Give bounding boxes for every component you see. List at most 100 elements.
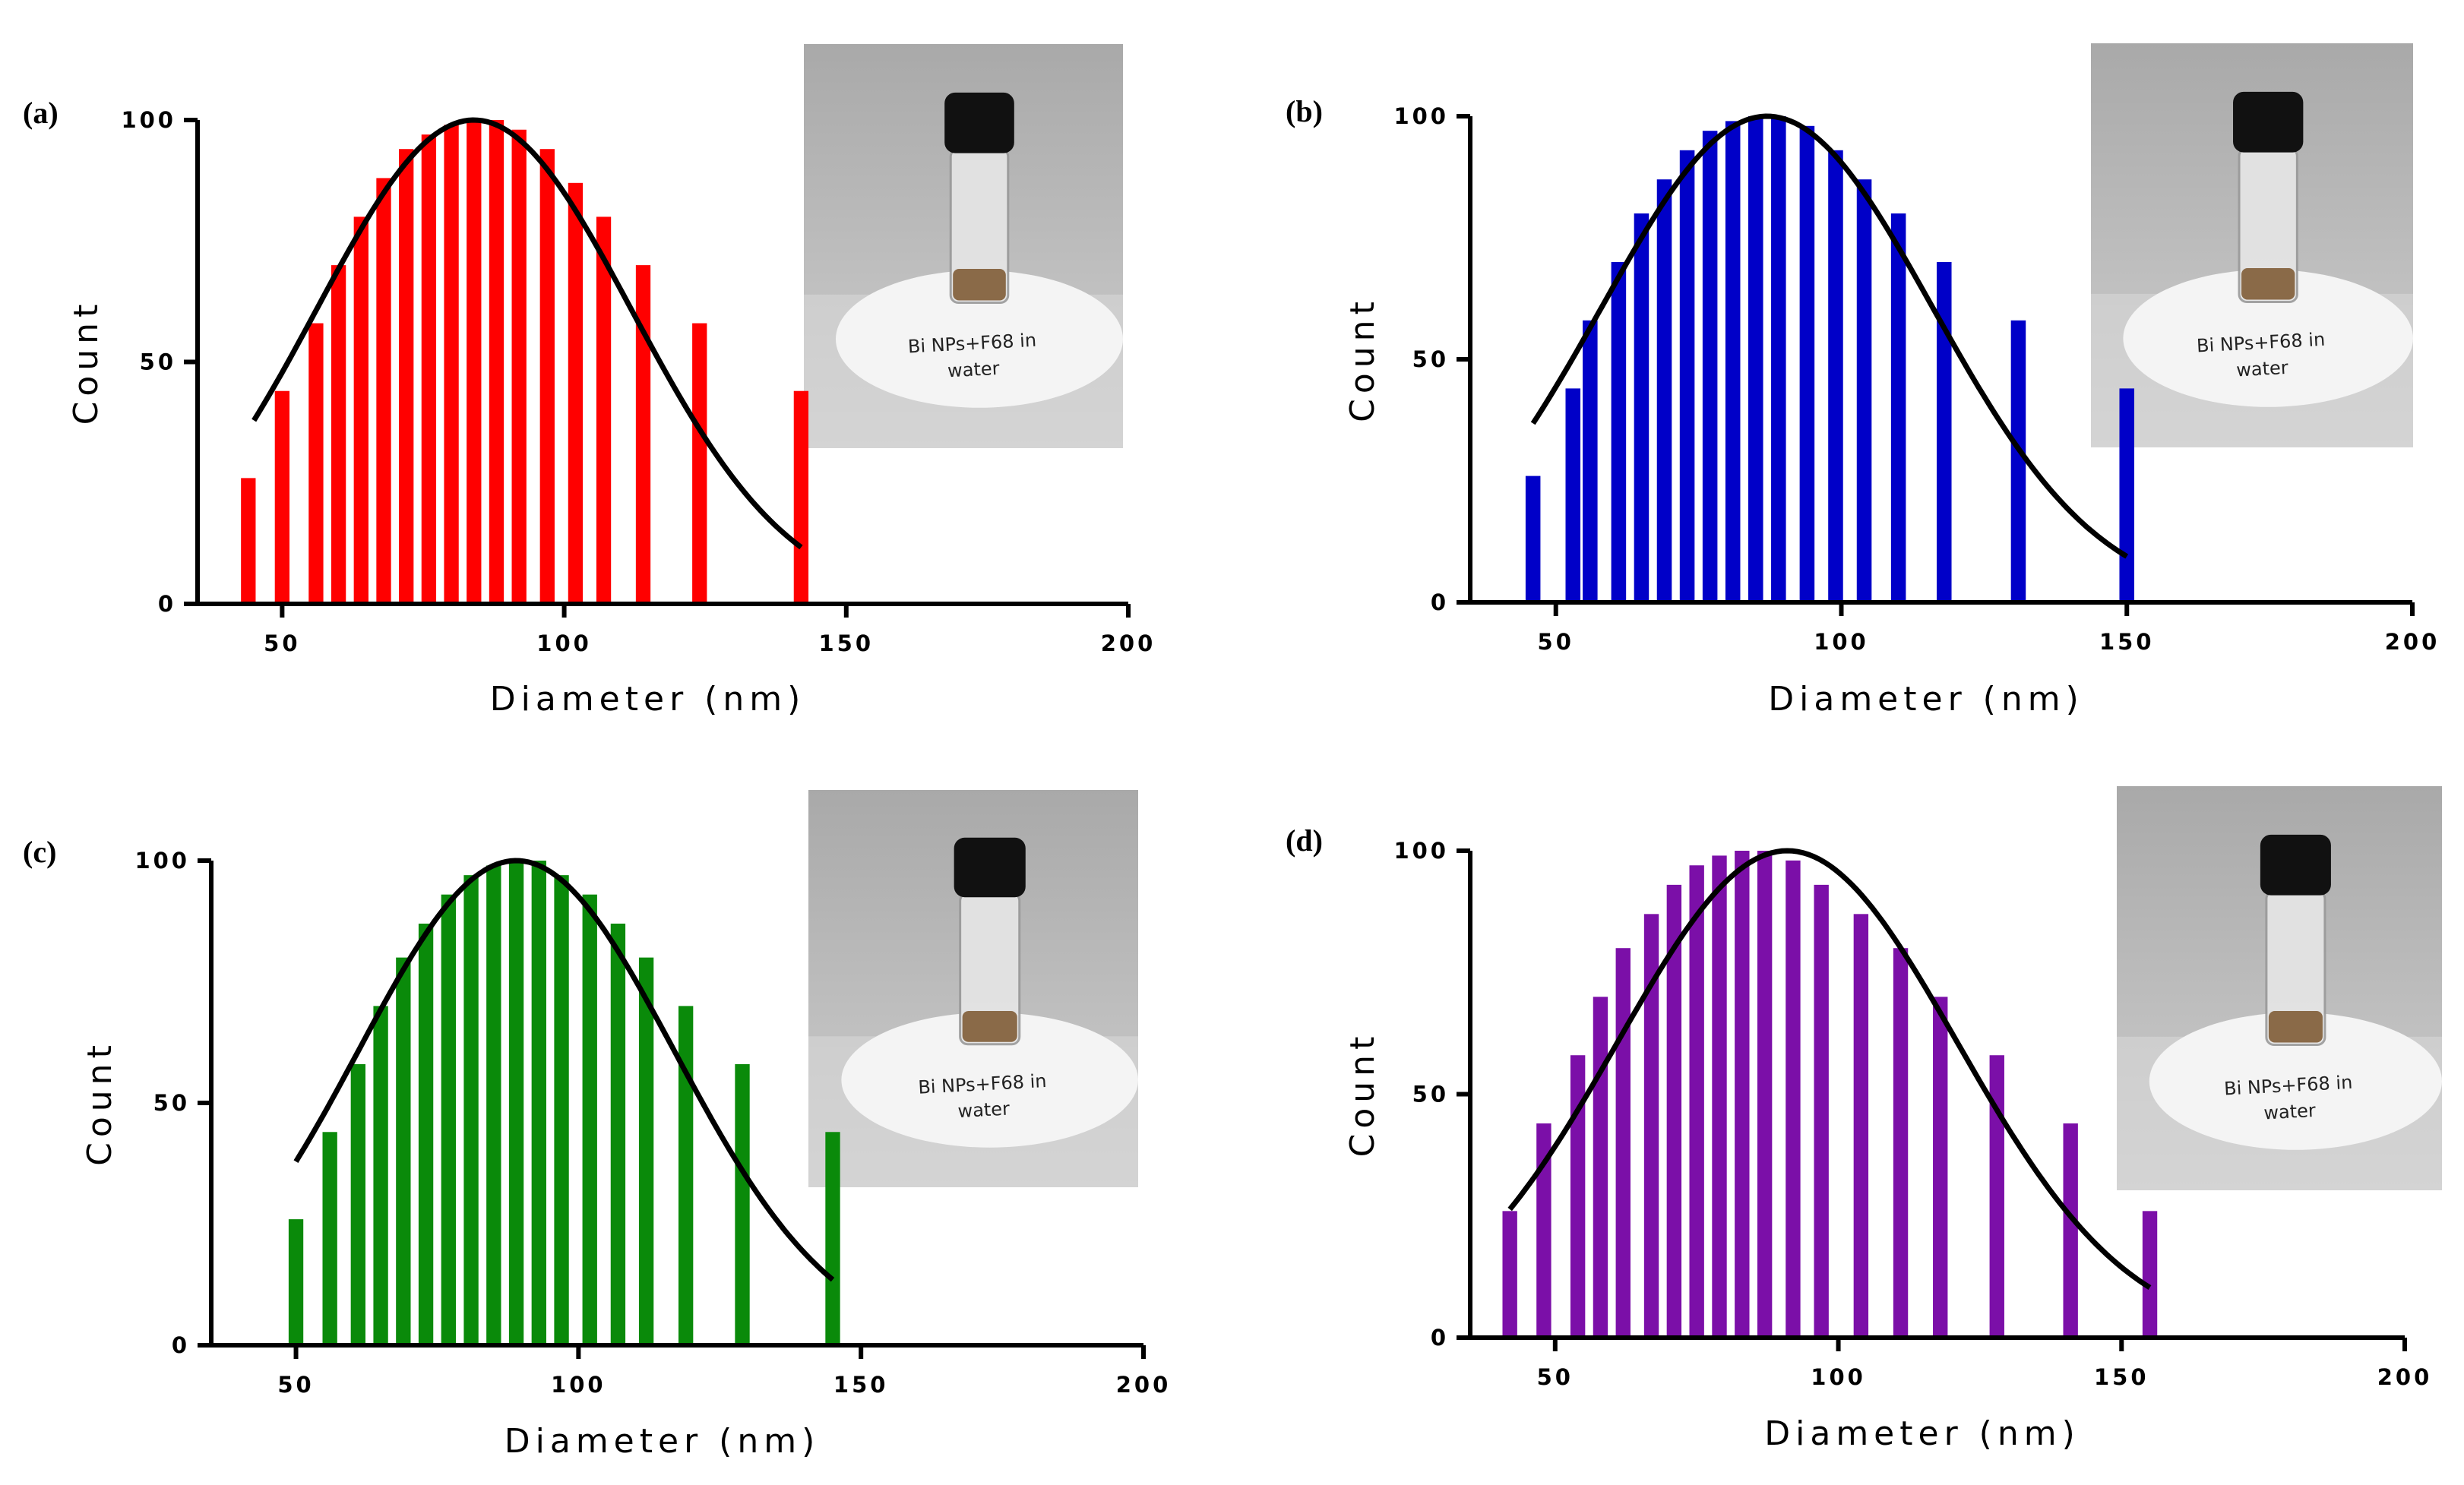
bar (1936, 262, 1952, 602)
vial-cap (2260, 834, 2331, 896)
x-axis-title: Diameter (nm) (505, 1422, 820, 1461)
bar (441, 894, 456, 1345)
y-tick-label: 0 (172, 1332, 190, 1358)
bar (2010, 320, 2026, 602)
bar (1786, 860, 1801, 1338)
bar (610, 923, 626, 1345)
bar (1643, 914, 1659, 1338)
paper-disc (2149, 1012, 2442, 1150)
bar (1893, 948, 1909, 1338)
x-tick-label: 50 (1538, 629, 1574, 655)
bar (331, 265, 346, 604)
bar (1634, 213, 1650, 602)
paper-disc (836, 270, 1123, 408)
paper-disc (2123, 269, 2413, 407)
bar (678, 1006, 694, 1345)
x-tick-label: 200 (1101, 630, 1156, 656)
bar (376, 178, 391, 604)
bar (1593, 997, 1608, 1338)
y-tick-label: 100 (134, 848, 190, 874)
y-tick-label: 50 (153, 1090, 190, 1116)
bar (1679, 150, 1695, 603)
bar (2119, 388, 2135, 602)
panel-label: (a) (23, 96, 59, 130)
bar (1856, 179, 1872, 602)
x-tick-label: 150 (819, 630, 875, 656)
x-tick-label: 50 (264, 630, 300, 656)
fit-curve (1530, 113, 2129, 559)
bar (1712, 855, 1727, 1338)
bar (1771, 116, 1786, 602)
y-tick-label: 100 (121, 107, 176, 133)
bar (596, 216, 612, 604)
bar (322, 1132, 337, 1345)
bar (489, 120, 505, 604)
bar (1933, 997, 1948, 1338)
bar (1570, 1055, 1586, 1338)
x-tick-label: 100 (551, 1372, 606, 1398)
bar (1735, 851, 1750, 1338)
bar (554, 875, 569, 1345)
bar (511, 129, 527, 605)
bar (1890, 213, 1906, 602)
bar (539, 149, 555, 605)
panel-label: (b) (1286, 94, 1323, 128)
bar (1725, 121, 1741, 602)
vial-cap (954, 837, 1026, 898)
x-tick-label: 200 (2385, 629, 2440, 655)
bar (486, 865, 501, 1345)
bar (1565, 388, 1581, 602)
bar (531, 861, 546, 1345)
bar (308, 323, 324, 604)
bar (1702, 131, 1718, 602)
bar (2063, 1123, 2078, 1338)
y-axis-title: Count (81, 1040, 119, 1166)
bar (353, 216, 368, 604)
y-axis-title: Count (67, 299, 106, 425)
y-tick-label: 100 (1393, 103, 1449, 129)
bar (735, 1063, 750, 1345)
vial-liquid (2241, 268, 2295, 300)
y-tick-label: 0 (158, 591, 176, 617)
bar (1853, 914, 1869, 1338)
vial-liquid (953, 269, 1006, 301)
paper-disc (841, 1012, 1138, 1148)
bar (1611, 262, 1627, 602)
y-axis-title: Count (1343, 296, 1382, 422)
bar (508, 861, 524, 1345)
x-tick-label: 100 (1811, 1364, 1866, 1390)
bar (274, 390, 290, 604)
bar (1828, 150, 1843, 603)
bar (825, 1132, 840, 1345)
y-tick-label: 0 (1431, 1325, 1449, 1351)
vial-cap (944, 92, 1014, 153)
bar (373, 1006, 388, 1345)
bar (582, 894, 597, 1345)
bar (1536, 1123, 1551, 1338)
bar (399, 149, 414, 605)
fit-curve (251, 117, 803, 550)
vial-cap (2233, 91, 2304, 153)
bar (350, 1063, 366, 1345)
fit-curve (293, 858, 835, 1282)
bar (418, 923, 434, 1345)
bar (1525, 476, 1541, 602)
x-tick-label: 150 (833, 1372, 889, 1398)
photo-caption-line: water (947, 358, 1000, 382)
bar (444, 125, 459, 604)
x-tick-label: 100 (1814, 629, 1869, 655)
vial-liquid (962, 1010, 1017, 1042)
x-axis-title: Diameter (nm) (1768, 680, 2083, 719)
x-tick-label: 200 (1116, 1372, 1172, 1398)
bar (421, 134, 437, 605)
bar (1583, 320, 1598, 602)
y-tick-label: 100 (1393, 838, 1449, 864)
